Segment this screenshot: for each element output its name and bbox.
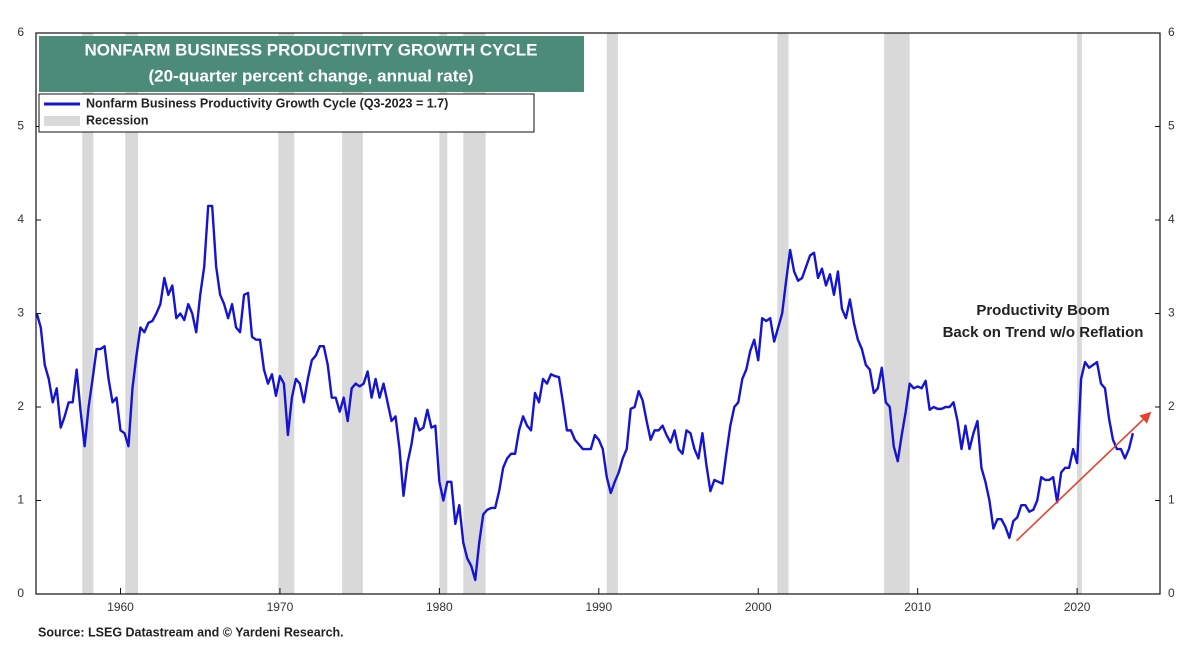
title-box <box>39 36 584 92</box>
y-tick-label: 6 <box>17 25 24 39</box>
plot-frame <box>35 32 1161 595</box>
series-line <box>35 204 1135 582</box>
recession-band <box>82 33 94 594</box>
recession-band <box>278 33 295 594</box>
y2-tick-label: 6 <box>1168 25 1175 39</box>
x-tick-label: 1970 <box>267 600 294 614</box>
annotation: Productivity Boom <box>976 302 1109 319</box>
y-tick-label: 2 <box>17 399 24 413</box>
legend-label: Recession <box>86 113 149 127</box>
x-tick-label: 2000 <box>745 600 772 614</box>
recession-band <box>125 33 139 594</box>
annotation-arrow <box>1015 411 1152 542</box>
x-tick-label: 1990 <box>585 600 612 614</box>
recession-band <box>463 33 486 594</box>
y-tick-label: 5 <box>17 119 24 133</box>
y-tick-label: 0 <box>17 586 24 600</box>
y2-tick-label: 0 <box>1168 586 1175 600</box>
y2-tick-label: 2 <box>1168 399 1175 413</box>
y2-tick-label: 1 <box>1168 493 1175 507</box>
recession-band <box>884 33 910 594</box>
y2-tick-label: 4 <box>1168 212 1175 226</box>
y-tick-label: 3 <box>17 306 24 320</box>
annotation: Back on Trend w/o Reflation <box>943 324 1144 341</box>
legend-label: Nonfarm Business Productivity Growth Cyc… <box>86 96 448 110</box>
source: Source: LSEG Datastream and © Yardeni Re… <box>38 625 344 639</box>
y2-tick-label: 5 <box>1168 119 1175 133</box>
x-tick-label: 1960 <box>107 600 134 614</box>
x-tick-label: 1980 <box>426 600 453 614</box>
y-tick-label: 1 <box>17 493 24 507</box>
chart-title: NONFARM BUSINESS PRODUCTIVITY GROWTH CYC… <box>84 40 537 59</box>
chart-subtitle: (20-quarter percent change, annual rate) <box>149 66 474 85</box>
x-tick-label: 2010 <box>904 600 931 614</box>
recession-band <box>606 33 618 594</box>
recession-band <box>342 33 363 594</box>
x-tick-label: 2020 <box>1064 600 1091 614</box>
legend-box <box>38 93 535 133</box>
y-tick-label: 4 <box>17 212 24 226</box>
legend-swatch <box>44 116 80 126</box>
recession-band <box>1077 33 1082 594</box>
recession-band <box>439 33 448 594</box>
y2-tick-label: 3 <box>1168 306 1175 320</box>
